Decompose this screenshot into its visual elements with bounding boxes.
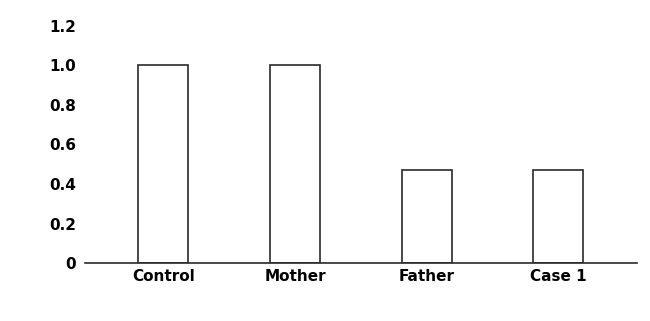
Bar [402,170,452,263]
Bar [533,170,583,263]
Bar [138,65,188,263]
Bar [270,65,320,263]
